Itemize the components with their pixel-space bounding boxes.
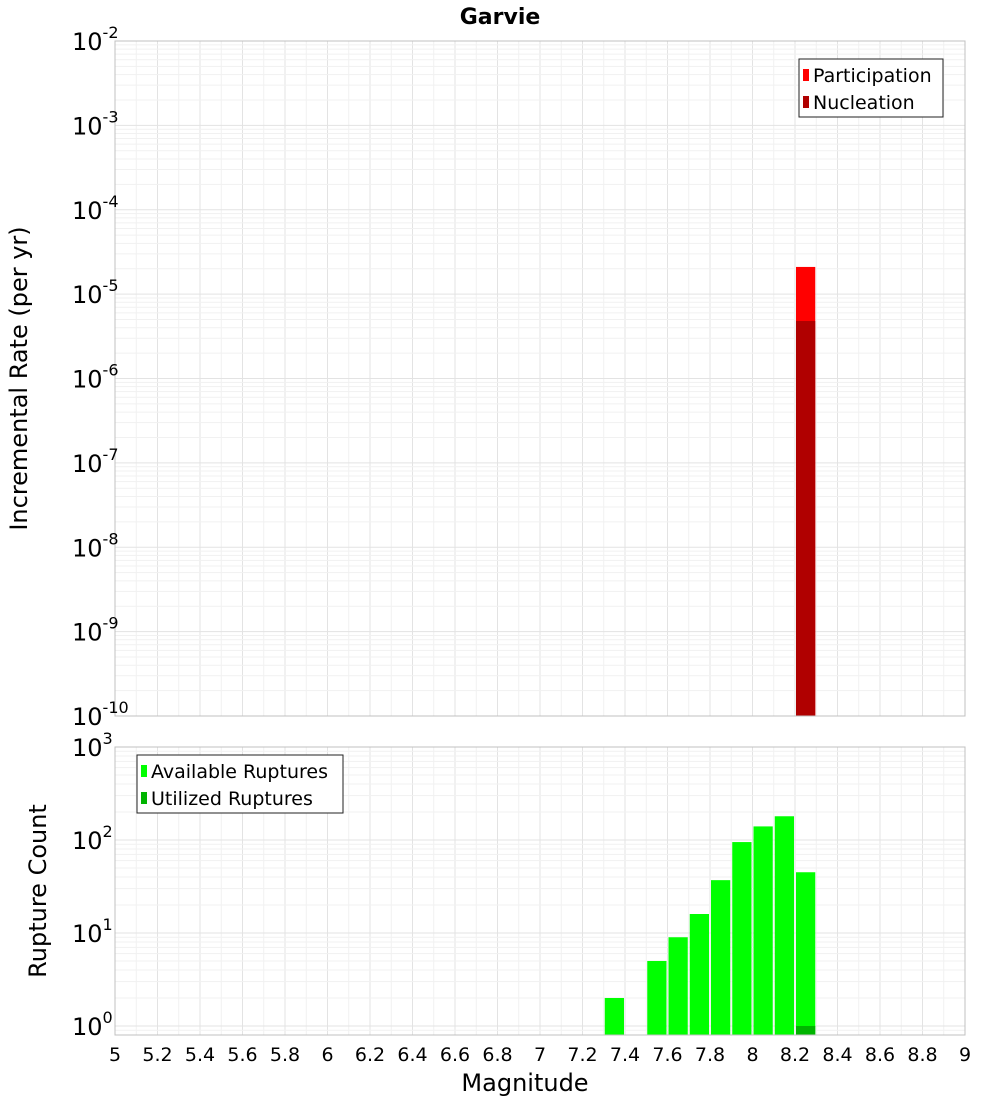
chart-title: Garvie [460,5,541,30]
y-tick-label: 10-3 [72,107,119,140]
y-tick-label: 10-6 [72,361,119,394]
legend-swatch [141,765,147,777]
bar [732,842,752,1035]
bar [796,872,816,1035]
y-tick-label: 10-2 [72,23,119,56]
x-tick-label: 7.2 [567,1044,597,1066]
legend: Available Ruptures Utilized Ruptures [136,754,344,814]
bar [753,826,773,1035]
bar [604,997,624,1035]
y-axis-label: Rupture Count [24,804,52,978]
bars [796,266,816,716]
x-tick-label: 5.2 [142,1044,172,1066]
x-tick-label: 7.4 [610,1044,640,1066]
x-tick-label: 5.8 [270,1044,300,1066]
rate-plot: 10-10 10-9 10-8 10-7 10-6 10-5 10-4 10-3 10-2 Inc… [5,23,966,731]
count-plot: 100 101 102 103 Rupture Count Available Ruptu… [24,729,971,1097]
legend-swatch [803,69,809,81]
y-tick-label: 100 [72,1008,113,1041]
legend-label: Available Ruptures [151,761,328,783]
bar [689,914,709,1035]
x-tick-label: 8.2 [780,1044,810,1066]
y-tick-labels: 10-10 10-9 10-8 10-7 10-6 10-5 10-4 10-3 10-2 [72,23,129,731]
x-tick-labels: 5 5.2 5.4 5.6 5.8 6 6.2 6.4 6.6 6.8 7 7.2 7.4 7.6 7.8 8… [109,1044,971,1066]
x-tick-label: 8.4 [822,1044,852,1066]
bar [647,960,667,1035]
legend-label: Participation [813,65,932,87]
y-tick-label: 103 [72,729,113,762]
x-tick-label: 5.6 [227,1044,257,1066]
plot-border [114,746,966,1036]
x-tick-label: 9 [959,1044,971,1066]
x-tick-label: 8 [746,1044,758,1066]
y-tick-label: 101 [72,915,113,948]
x-tick-label: 7 [534,1044,546,1066]
bar [774,816,794,1035]
legend-swatch [803,96,809,108]
x-tick-label: 6.2 [355,1044,385,1066]
bar [796,321,816,716]
plot-border [114,40,966,717]
x-axis-label: Magnitude [461,1069,588,1097]
x-tick-label: 6 [321,1044,333,1066]
bars [604,816,816,1035]
x-tick-label: 6.6 [440,1044,470,1066]
y-tick-label: 10-7 [72,445,119,478]
y-tick-labels: 100 101 102 103 [72,729,113,1041]
bar [668,937,688,1035]
y-tick-label: 102 [72,822,113,855]
y-axis-label: Incremental Rate (per yr) [5,226,33,530]
legend-label: Nucleation [813,92,915,114]
legend-label: Utilized Ruptures [151,788,313,810]
y-tick-label: 10-10 [72,698,129,731]
x-tick-label: 5 [109,1044,121,1066]
x-tick-label: 8.8 [907,1044,937,1066]
x-tick-label: 8.6 [865,1044,895,1066]
x-tick-label: 5.4 [185,1044,215,1066]
legend: Participation Nucleation [798,58,944,118]
y-tick-label: 10-8 [72,529,119,562]
x-tick-label: 7.6 [652,1044,682,1066]
y-tick-label: 10-9 [72,614,119,647]
y-tick-label: 10-4 [72,192,119,225]
legend-swatch [141,792,147,804]
legend-box [798,58,944,118]
bar [796,1025,816,1035]
grid-lines [114,40,966,717]
x-tick-label: 7.8 [695,1044,725,1066]
x-tick-label: 6.8 [482,1044,512,1066]
x-tick-label: 6.4 [397,1044,427,1066]
y-tick-label: 10-5 [72,276,119,309]
legend-box [136,754,344,814]
bar [711,880,731,1035]
